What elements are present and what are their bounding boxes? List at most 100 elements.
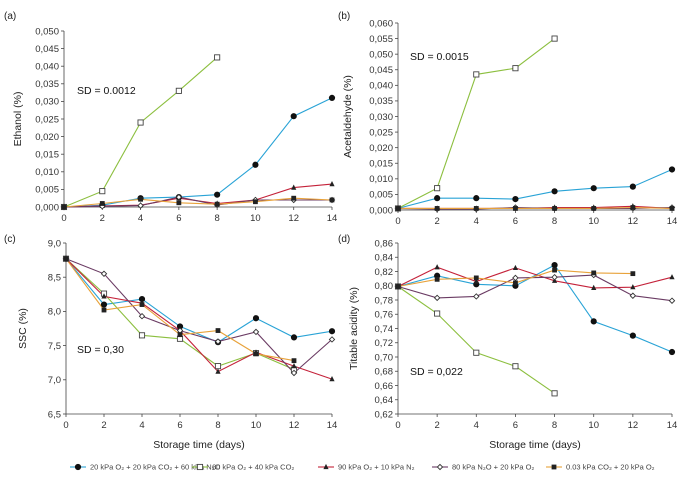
x-tick-label: 0 xyxy=(63,420,68,431)
data-point xyxy=(100,270,108,278)
data-point xyxy=(214,54,221,61)
data-point xyxy=(473,71,480,78)
sd-annotation: SD = 0.0012 xyxy=(77,85,136,97)
x-tick-label: 12 xyxy=(628,216,639,227)
y-tick-label: 7,0 xyxy=(48,375,61,386)
data-point xyxy=(591,206,597,211)
data-point xyxy=(552,267,557,273)
y-tick-label: 0,66 xyxy=(375,381,394,392)
y-axis-label: Titable acidity (%) xyxy=(348,287,360,370)
data-point xyxy=(395,206,401,211)
legend-entry-label: 0.03 kPa CO₂ + 20 kPa O₂ xyxy=(566,463,655,472)
y-tick-label: 0,010 xyxy=(369,174,393,185)
x-tick-label: 4 xyxy=(138,213,143,224)
data-point xyxy=(290,369,298,377)
data-point xyxy=(63,256,69,262)
x-tick-label: 10 xyxy=(588,420,599,431)
data-point xyxy=(669,206,675,211)
y-tick-label: 8,0 xyxy=(48,307,61,318)
series-line xyxy=(65,258,333,343)
y-tick-label: 9,0 xyxy=(48,238,61,249)
y-tick-label: 0,84 xyxy=(375,253,394,264)
y-tick-label: 0,005 xyxy=(35,185,59,196)
data-point xyxy=(214,191,221,198)
sd-annotation: SD = 0.0015 xyxy=(410,51,469,63)
data-point xyxy=(138,332,146,339)
data-point xyxy=(252,315,260,322)
data-point xyxy=(630,271,636,277)
data-point xyxy=(512,195,519,203)
data-point xyxy=(215,368,221,374)
panel-label: (d) xyxy=(338,234,350,245)
data-point xyxy=(473,275,479,281)
series-line xyxy=(397,274,673,302)
x-tick-label: 2 xyxy=(434,216,439,227)
legend-marker xyxy=(551,464,557,470)
legend-marker xyxy=(436,463,444,471)
series-line xyxy=(397,168,673,209)
series-line xyxy=(397,266,673,289)
data-point xyxy=(175,87,182,94)
data-point xyxy=(328,336,336,343)
series-line xyxy=(397,38,555,209)
data-point xyxy=(473,278,479,284)
data-point xyxy=(329,376,335,382)
data-point xyxy=(137,202,144,209)
data-point xyxy=(252,161,259,168)
legend-entry-label: 80 kPa N₂O + 20 kPa O₂ xyxy=(452,463,534,472)
x-tick-label: 10 xyxy=(588,216,599,227)
data-point xyxy=(669,274,675,280)
x-tick-label: 8 xyxy=(215,420,220,431)
data-point xyxy=(552,206,557,211)
panel-label: (c) xyxy=(4,234,16,245)
chart-panel-1: (a) 0,000 0,005 0,010 0,015 0,020 0,025 0,030 0,… xyxy=(4,11,337,224)
sd-annotation: SD = 0,022 xyxy=(410,366,463,378)
x-tick-label: 14 xyxy=(327,213,338,224)
data-point xyxy=(99,188,106,195)
x-tick-label: 8 xyxy=(552,216,557,227)
y-tick-label: 0,045 xyxy=(369,65,393,76)
y-axis-label: Acetaldehyde (%) xyxy=(342,75,354,158)
data-point xyxy=(590,185,597,192)
x-tick-label: 12 xyxy=(288,213,299,224)
y-tick-label: 0,010 xyxy=(35,167,59,178)
y-tick-label: 0,060 xyxy=(369,18,393,29)
data-point xyxy=(591,270,597,276)
data-point xyxy=(291,195,297,201)
y-tick-label: 0,035 xyxy=(369,96,393,107)
x-tick-label: 4 xyxy=(139,420,144,431)
data-point xyxy=(252,328,260,336)
data-point xyxy=(629,332,636,339)
x-axis-label: Storage time (days) xyxy=(489,439,581,451)
data-point xyxy=(137,119,144,126)
data-point xyxy=(328,328,336,335)
data-point xyxy=(551,35,558,42)
data-point xyxy=(253,199,258,205)
x-tick-label: 4 xyxy=(474,216,479,227)
data-point xyxy=(668,297,676,304)
y-tick-label: 0,005 xyxy=(369,190,393,201)
data-point xyxy=(434,276,440,282)
x-tick-label: 8 xyxy=(214,213,219,224)
y-tick-label: 7,5 xyxy=(48,341,61,352)
data-point xyxy=(291,363,297,369)
x-tick-label: 8 xyxy=(552,420,557,431)
data-point xyxy=(434,195,441,202)
data-point xyxy=(629,292,637,299)
chart-panel-4: (d) 0,62 0,64 0,66 0,68 0,70 0,72 0,74 0,76 0,78 0… xyxy=(338,234,677,451)
data-point xyxy=(290,113,297,120)
y-tick-label: 0,000 xyxy=(369,205,393,216)
x-tick-label: 6 xyxy=(177,420,182,431)
x-axis-label: Storage time (days) xyxy=(153,439,245,451)
series-line xyxy=(65,258,333,374)
chart-panel-3: (c) 6,5 7,0 7,5 8,0 8,5 9,0 0 2 4 6 8 10 12 14 SSC (%) S… xyxy=(4,234,337,451)
data-point xyxy=(214,363,222,370)
data-point xyxy=(630,205,636,210)
y-tick-label: 0,020 xyxy=(35,132,59,143)
x-tick-label: 14 xyxy=(327,420,338,431)
y-tick-label: 0,055 xyxy=(369,34,393,45)
data-point xyxy=(138,196,143,202)
x-tick-label: 6 xyxy=(513,216,518,227)
data-point xyxy=(214,338,222,345)
data-point xyxy=(473,293,480,300)
